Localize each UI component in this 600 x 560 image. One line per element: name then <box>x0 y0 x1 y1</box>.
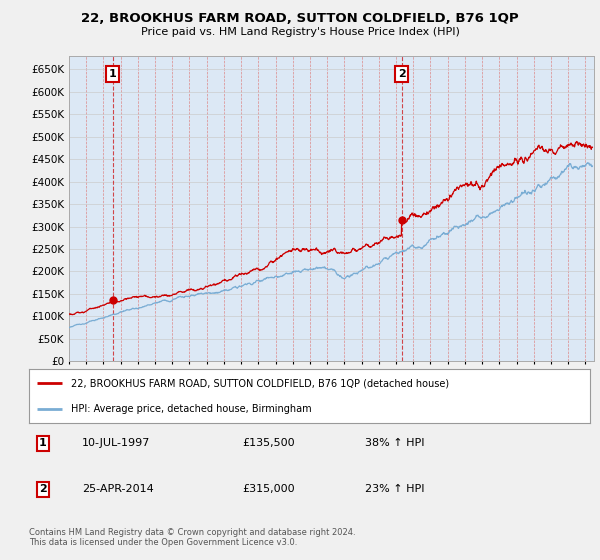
Text: 38% ↑ HPI: 38% ↑ HPI <box>365 438 425 448</box>
Text: £135,500: £135,500 <box>242 438 295 448</box>
Text: £315,000: £315,000 <box>242 484 295 494</box>
Text: 2: 2 <box>398 69 406 79</box>
Text: 10-JUL-1997: 10-JUL-1997 <box>82 438 151 448</box>
Text: 2: 2 <box>39 484 47 494</box>
Text: 23% ↑ HPI: 23% ↑ HPI <box>365 484 425 494</box>
Text: 22, BROOKHUS FARM ROAD, SUTTON COLDFIELD, B76 1QP: 22, BROOKHUS FARM ROAD, SUTTON COLDFIELD… <box>81 12 519 25</box>
Text: HPI: Average price, detached house, Birmingham: HPI: Average price, detached house, Birm… <box>71 404 311 414</box>
Text: 25-APR-2014: 25-APR-2014 <box>82 484 154 494</box>
Text: Contains HM Land Registry data © Crown copyright and database right 2024.
This d: Contains HM Land Registry data © Crown c… <box>29 528 355 547</box>
Text: 1: 1 <box>109 69 116 79</box>
Text: Price paid vs. HM Land Registry's House Price Index (HPI): Price paid vs. HM Land Registry's House … <box>140 27 460 37</box>
Text: 1: 1 <box>39 438 47 448</box>
Text: 22, BROOKHUS FARM ROAD, SUTTON COLDFIELD, B76 1QP (detached house): 22, BROOKHUS FARM ROAD, SUTTON COLDFIELD… <box>71 378 449 388</box>
